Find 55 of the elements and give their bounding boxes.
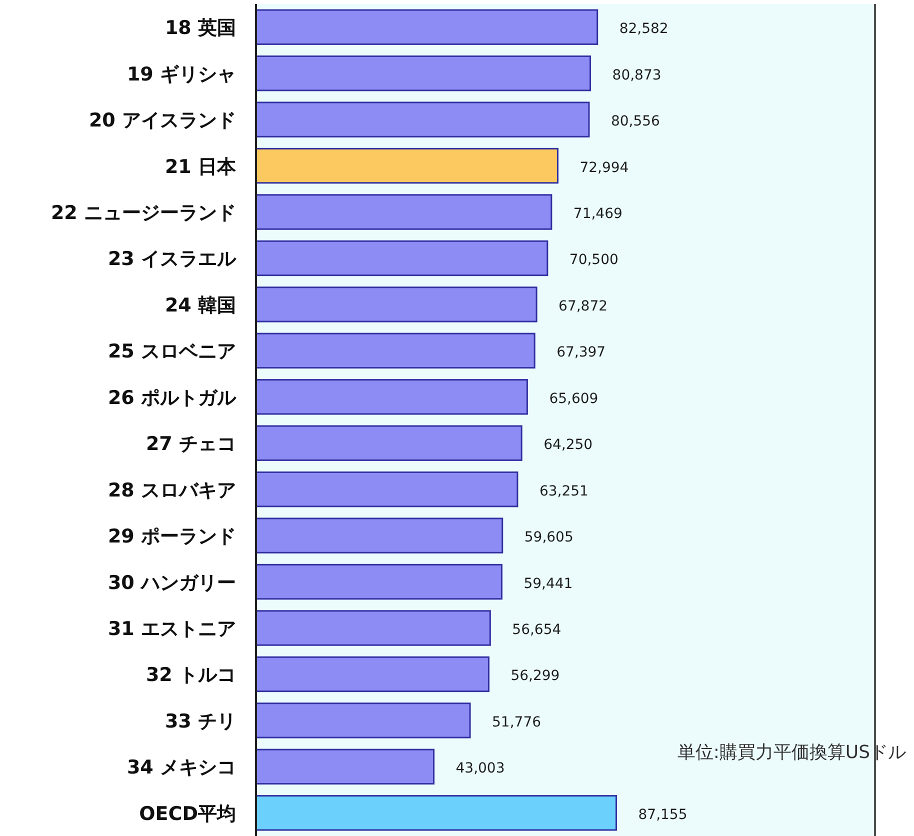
bar — [255, 425, 522, 461]
y-tick-label: 29 ポーランド — [108, 526, 236, 548]
y-tick-label: 33 チリ — [164, 710, 236, 732]
y-tick-label: 34 メキシコ — [126, 756, 236, 779]
data-label: 80,873 — [612, 67, 662, 84]
bar — [255, 610, 491, 646]
bar — [255, 55, 592, 92]
y-tick-label: 22 ニュージーランド — [50, 202, 236, 224]
bar — [255, 379, 528, 415]
data-label: 56,654 — [512, 622, 562, 638]
bar — [255, 748, 435, 785]
data-label: 72,994 — [580, 160, 629, 176]
y-tick-label: 31 エストニア — [108, 618, 236, 640]
data-label: 56,299 — [510, 668, 560, 684]
data-label: 59,441 — [524, 576, 573, 592]
bar — [255, 702, 471, 738]
y-tick-label: 28 スロバキア — [108, 479, 236, 502]
y-tick-label: 23 イスラエル — [108, 248, 237, 270]
bar — [255, 471, 518, 508]
y-tick-label: 18 英国 — [164, 17, 236, 40]
data-label: 67,397 — [556, 344, 606, 361]
data-label: 51,776 — [492, 714, 542, 730]
bar — [255, 9, 598, 45]
bar — [255, 518, 504, 554]
y-tick-label: 24 韓国 — [164, 294, 236, 316]
text: 単位:購買力平価換算USドル — [677, 742, 906, 763]
y-tick-label: 30 ハンガリー — [108, 572, 236, 594]
bar — [255, 332, 536, 369]
bar — [255, 240, 548, 276]
bar — [255, 795, 618, 831]
data-label: 63,251 — [539, 483, 588, 500]
data-label: 82,582 — [619, 21, 668, 38]
data-label: 59,605 — [524, 530, 574, 546]
y-tick-label: 21 日本 — [164, 156, 237, 178]
bar — [255, 564, 502, 600]
bar — [255, 102, 590, 138]
data-label: 43,003 — [456, 760, 505, 777]
data-label: 65,609 — [549, 390, 598, 407]
y-tick-label: 32 トルコ — [146, 664, 236, 686]
y-tick-label: OECD平均 — [139, 802, 236, 825]
bar — [255, 148, 558, 184]
data-label: 87,155 — [638, 806, 688, 823]
data-label: 64,250 — [544, 437, 593, 454]
data-label: 71,469 — [573, 206, 622, 222]
y-tick-label: 27 チェコ — [146, 433, 236, 456]
y-tick-label: 25 スロベニア — [108, 340, 236, 363]
data-label: 67,872 — [558, 298, 608, 314]
bar — [255, 286, 538, 322]
data-label: 70,500 — [569, 252, 618, 268]
data-label: 80,556 — [610, 114, 660, 130]
y-tick-label: 19 ギリシャ — [126, 63, 236, 86]
y-tick-label: 26 ポルトガル — [108, 386, 237, 409]
bar — [255, 656, 490, 692]
y-tick-label: 20 アイスランド — [88, 110, 236, 132]
bar — [255, 194, 552, 230]
